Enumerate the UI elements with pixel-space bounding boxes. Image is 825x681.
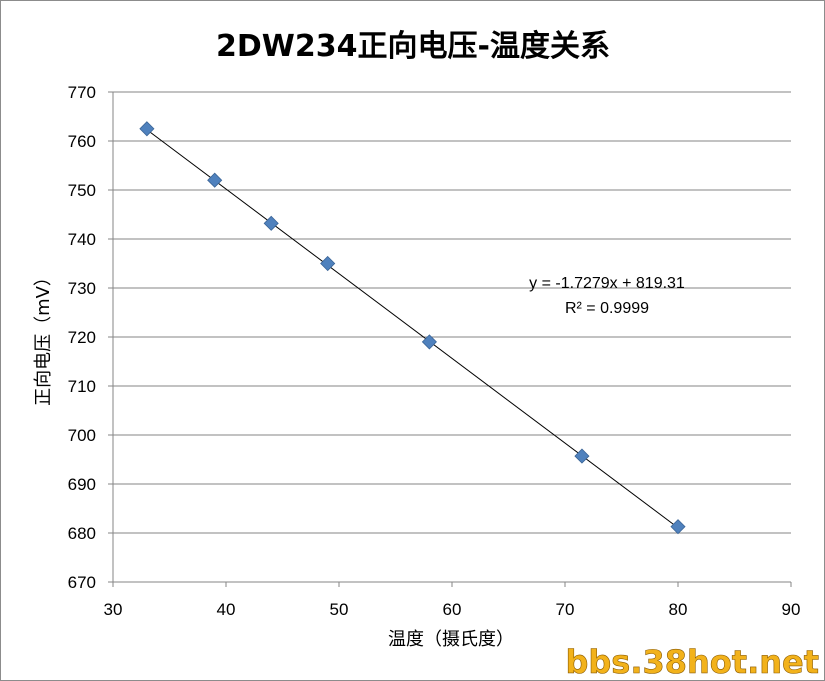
data-point bbox=[670, 519, 686, 535]
data-points bbox=[139, 121, 686, 535]
y-tick-label: 760 bbox=[68, 132, 96, 151]
x-tick-label: 60 bbox=[443, 600, 462, 619]
chart-title: 2DW234正向电压-温度关系 bbox=[216, 29, 610, 64]
x-tick-label: 40 bbox=[217, 600, 236, 619]
axes bbox=[108, 91, 792, 587]
trendline bbox=[146, 129, 679, 529]
watermark: bbs.38hot.net bbox=[565, 643, 819, 680]
x-tick-labels: 30 40 50 60 70 80 90 bbox=[104, 600, 801, 619]
y-tick-label: 720 bbox=[68, 328, 96, 347]
data-point bbox=[207, 172, 223, 188]
y-tick-label: 670 bbox=[68, 573, 96, 592]
x-tick-label: 90 bbox=[782, 600, 801, 619]
x-tick-label: 80 bbox=[669, 600, 688, 619]
x-axis-label: 温度（摄氏度） bbox=[388, 629, 514, 650]
trendline-group bbox=[146, 129, 679, 529]
y-axis-label: 正向电压（mV） bbox=[33, 268, 54, 406]
trendline-r2: R² = 0.9999 bbox=[565, 300, 649, 317]
data-point bbox=[421, 334, 437, 350]
y-tick-label: 690 bbox=[68, 475, 96, 494]
data-point bbox=[320, 255, 336, 272]
data-point bbox=[139, 121, 155, 137]
y-tick-label: 730 bbox=[68, 279, 96, 298]
y-tick-label: 740 bbox=[68, 230, 96, 249]
x-tick-label: 50 bbox=[330, 600, 349, 619]
x-tick-label: 30 bbox=[104, 600, 123, 619]
grid-lines bbox=[113, 91, 791, 534]
x-tick-label: 70 bbox=[556, 600, 575, 619]
y-tick-label: 770 bbox=[68, 83, 96, 102]
y-tick-labels: 670 680 690 700 710 720 730 740 750 760 770 bbox=[68, 83, 96, 592]
y-tick-label: 700 bbox=[68, 426, 96, 445]
data-point bbox=[263, 215, 279, 231]
data-point bbox=[574, 448, 590, 464]
trendline-equation: y = -1.7279x + 819.31 bbox=[529, 275, 685, 292]
y-tick-label: 710 bbox=[68, 377, 96, 396]
y-tick-label: 680 bbox=[68, 524, 96, 543]
y-tick-label: 750 bbox=[68, 181, 96, 200]
